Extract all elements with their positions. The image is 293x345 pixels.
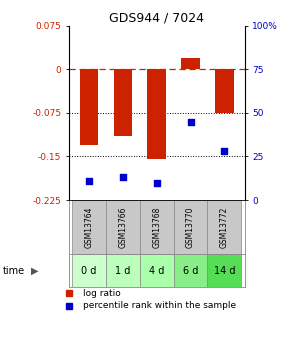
Text: GSM13772: GSM13772 [220, 206, 229, 248]
Text: time: time [3, 266, 25, 276]
Text: GSM13764: GSM13764 [85, 206, 94, 248]
Text: GSM13768: GSM13768 [152, 206, 161, 248]
Point [222, 148, 227, 154]
Bar [140, 254, 174, 287]
Point [87, 178, 91, 184]
Text: 0 d: 0 d [81, 266, 97, 276]
Bar [72, 254, 106, 287]
Text: 6 d: 6 d [183, 266, 198, 276]
Text: percentile rank within the sample: percentile rank within the sample [83, 302, 236, 310]
Point [154, 180, 159, 185]
Point [121, 175, 125, 180]
Title: GDS944 / 7024: GDS944 / 7024 [109, 12, 204, 25]
Text: 1 d: 1 d [115, 266, 131, 276]
Bar [140, 200, 174, 254]
Bar [207, 254, 241, 287]
Text: log ratio: log ratio [83, 289, 121, 298]
Bar [174, 200, 207, 254]
Bar [106, 254, 140, 287]
Text: GSM13766: GSM13766 [118, 206, 127, 248]
Text: GSM13770: GSM13770 [186, 206, 195, 248]
Text: 4 d: 4 d [149, 266, 164, 276]
Bar [215, 69, 234, 113]
Bar [72, 200, 106, 254]
Bar [106, 200, 140, 254]
Text: ▶: ▶ [31, 266, 39, 276]
Bar [181, 58, 200, 69]
Text: 14 d: 14 d [214, 266, 235, 276]
Point [188, 119, 193, 125]
Bar [147, 69, 166, 159]
Bar [207, 200, 241, 254]
Bar [80, 69, 98, 145]
Bar [114, 69, 132, 136]
Bar [174, 254, 207, 287]
